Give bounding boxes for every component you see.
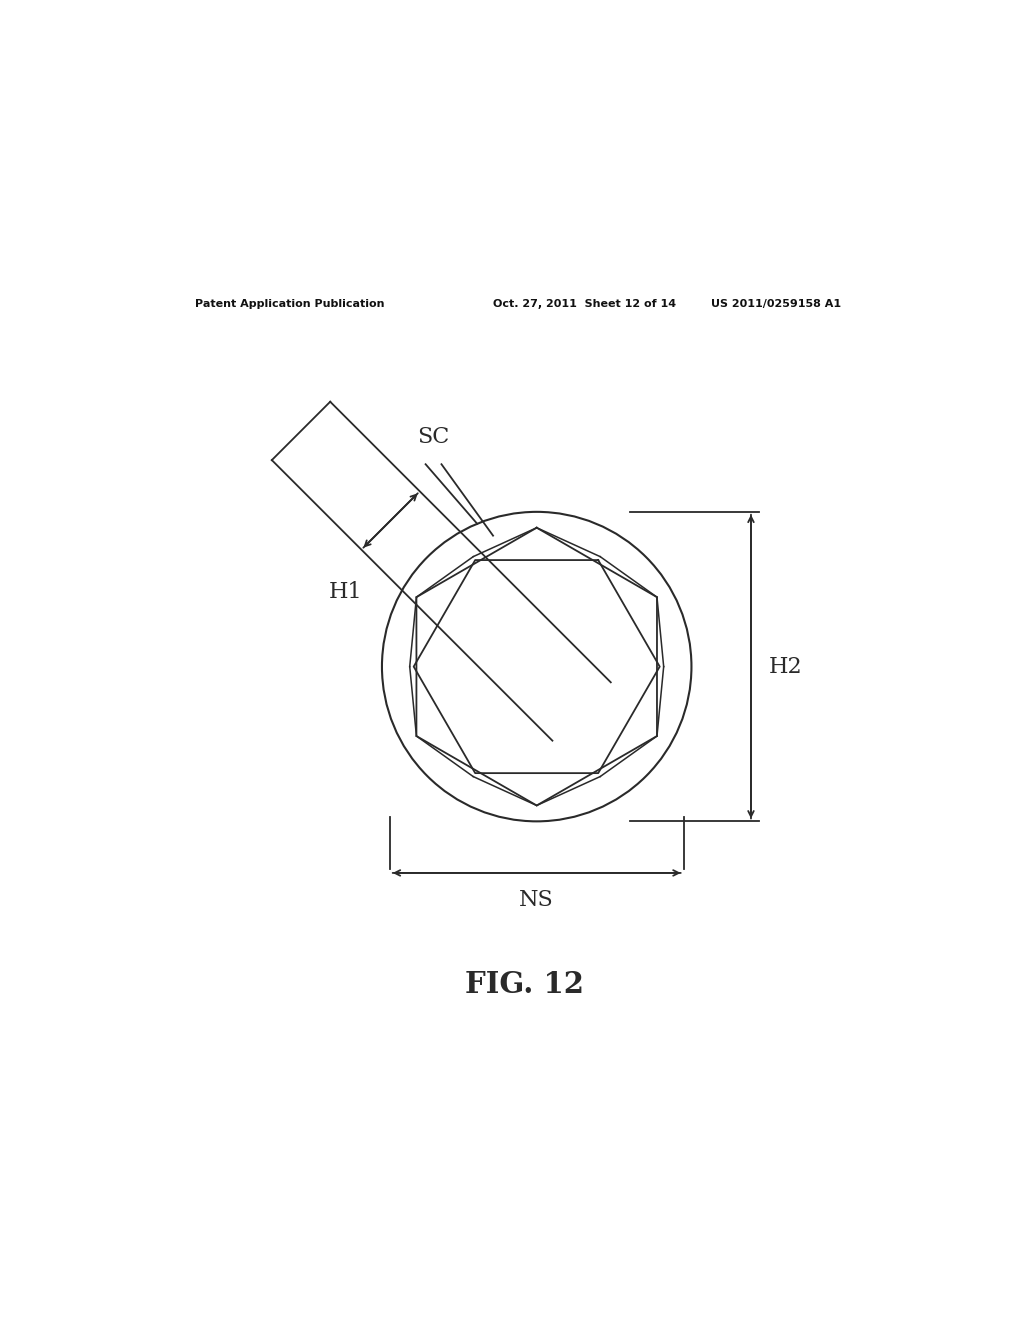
Text: NS: NS (519, 888, 554, 911)
Text: US 2011/0259158 A1: US 2011/0259158 A1 (712, 300, 842, 309)
Text: SC: SC (418, 426, 450, 449)
Text: Patent Application Publication: Patent Application Publication (196, 300, 385, 309)
Text: Oct. 27, 2011  Sheet 12 of 14: Oct. 27, 2011 Sheet 12 of 14 (494, 300, 676, 309)
Text: FIG. 12: FIG. 12 (465, 969, 585, 998)
Text: H2: H2 (768, 656, 802, 677)
Text: H1: H1 (329, 581, 362, 603)
